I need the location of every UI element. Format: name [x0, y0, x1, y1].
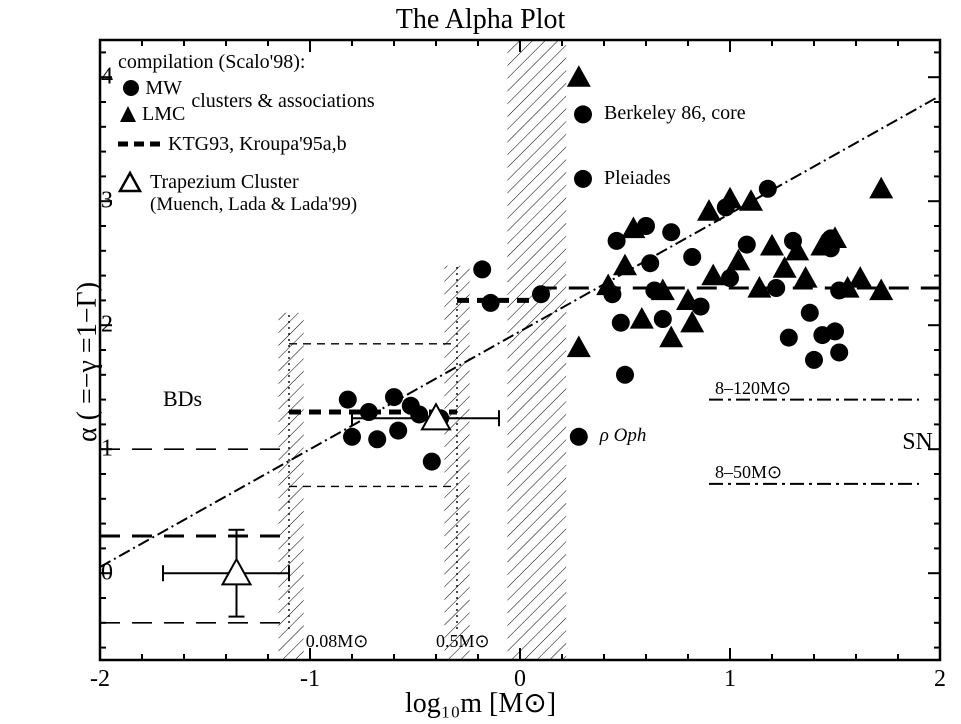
y-tick-label: 0 — [73, 560, 113, 587]
sn-line-label: 8–50M⊙ — [715, 462, 782, 483]
legend-ktg-label: KTG93, Kroupa'95a,b — [168, 132, 347, 156]
annotation: ρ Oph — [600, 425, 647, 447]
legend-lmc-label: LMC — [142, 102, 185, 126]
y-tick-label: 1 — [73, 436, 113, 463]
legend-header: compilation (Scalo'98): — [118, 50, 375, 74]
alpha-plot-figure: The Alpha Plot α ( =−γ =1−Γ) log₁₀m [M⊙]… — [0, 0, 961, 724]
legend-lmc-icon — [118, 104, 138, 124]
annotation: Berkeley 86, core — [604, 102, 746, 125]
legend-ktg-icon — [118, 139, 160, 149]
legend-mw-label: MW — [145, 76, 182, 100]
y-tick-label: 4 — [73, 64, 113, 91]
legend-assoc-label: clusters & associations — [191, 89, 374, 113]
annotation: BDs — [163, 386, 202, 412]
sn-label: SN — [902, 429, 933, 456]
x-tick-label: -2 — [90, 666, 110, 693]
legend: compilation (Scalo'98): MW LMC clusters … — [118, 50, 375, 217]
y-tick-label: 2 — [73, 312, 113, 339]
legend-trap2-label: (Muench, Lada & Lada'99) — [150, 194, 357, 217]
x-tick-label: 2 — [934, 666, 946, 693]
legend-mw-icon — [121, 78, 141, 98]
x-axis-label: log₁₀m [M⊙] — [0, 686, 961, 720]
annotation: 0.5M⊙ — [436, 631, 490, 652]
x-tick-label: -1 — [300, 666, 320, 693]
chart-title: The Alpha Plot — [0, 4, 961, 36]
annotation: Pleiades — [604, 167, 671, 190]
annotation: 0.08M⊙ — [306, 631, 369, 652]
y-tick-label: 3 — [73, 188, 113, 215]
legend-trap-icon — [118, 170, 142, 194]
x-tick-label: 1 — [724, 666, 736, 693]
sn-line-label: 8–120M⊙ — [715, 378, 791, 399]
x-tick-label: 0 — [514, 666, 526, 693]
legend-trap1-label: Trapezium Cluster — [150, 170, 357, 194]
